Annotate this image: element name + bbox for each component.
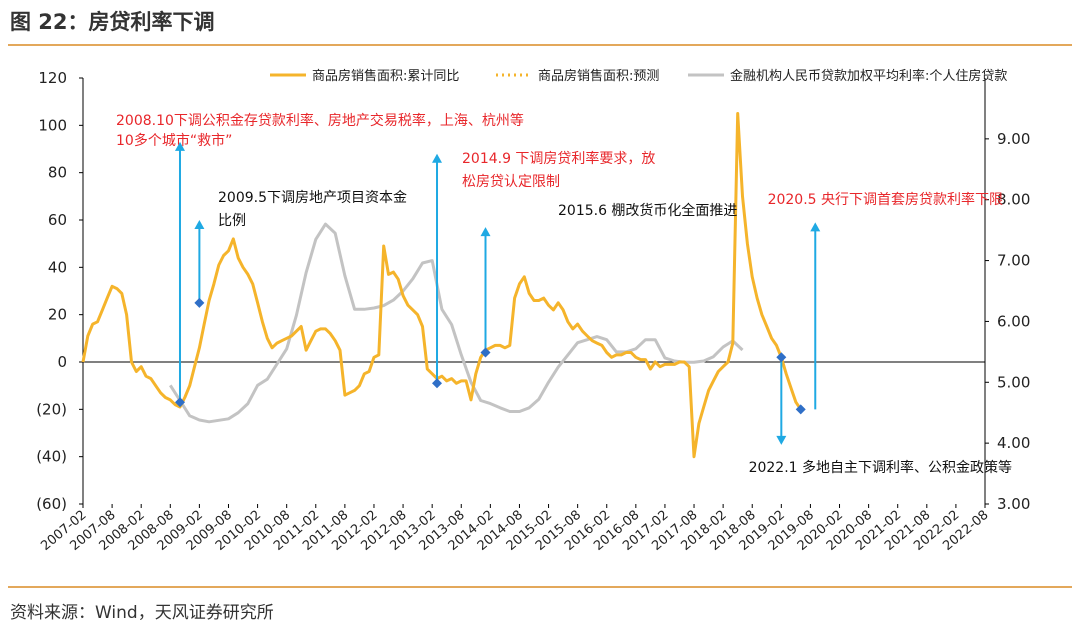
y-left-tick-label: 40 xyxy=(48,258,67,276)
series-line-rate xyxy=(169,222,744,424)
annotation-a2014-line1: 2014.9 下调房贷利率要求，放 xyxy=(462,150,655,167)
housing-loan-rate-chart: 商品房销售面积:累计同比 商品房销售面积:预测 金融机构人民币贷款加权平均利率:… xyxy=(36,68,1030,554)
y-left-tick-label: (20) xyxy=(36,400,67,418)
legend-label-rate: 金融机构人民币贷款加权平均利率:个人住房贷款 xyxy=(730,68,1007,84)
policy-marker xyxy=(194,297,205,308)
y-right-tick-label: 9.00 xyxy=(997,130,1030,148)
policy-arrow-head xyxy=(432,153,443,163)
annotation-a2015: 2015.6 棚改货币化全面推进 xyxy=(558,202,737,219)
annotation-a2009-line1: 2009.5下调房地产项目资本金 xyxy=(218,190,407,206)
y-left-tick-label: (40) xyxy=(36,448,67,466)
y-left-tick-label: 20 xyxy=(48,306,67,324)
y-left-tick-label: 100 xyxy=(38,116,67,134)
chart-legend: 商品房销售面积:累计同比 商品房销售面积:预测 金融机构人民币贷款加权平均利率:… xyxy=(270,68,1007,84)
policy-marker xyxy=(432,378,443,389)
y-right-tick-label: 7.00 xyxy=(997,252,1030,270)
y-right-tick-label: 6.00 xyxy=(997,312,1030,330)
policy-arrow-head xyxy=(174,141,185,151)
legend-label-forecast: 商品房销售面积:预测 xyxy=(538,68,659,84)
annotation-a2022: 2022.1 多地自主下调利率、公积金政策等 xyxy=(749,459,1012,476)
annotation-a2008-line1: 2008.10下调公积金存贷款利率、房地产交易税率，上海、杭州等 xyxy=(116,112,524,129)
y-left-tick-label: 120 xyxy=(38,69,67,87)
annotation-a2009-line2: 比例 xyxy=(218,213,246,229)
y-left-tick-label: 0 xyxy=(57,353,67,371)
policy-marker xyxy=(480,347,491,358)
policy-marker xyxy=(174,397,185,408)
y-left-tick-label: 60 xyxy=(48,211,67,229)
source-rule xyxy=(8,586,1072,588)
y-right-tick-label: 4.00 xyxy=(997,434,1030,452)
y-right-tick-label: 3.00 xyxy=(997,495,1030,513)
policy-arrow-head xyxy=(776,435,787,445)
annotation-a2020: 2020.5 央行下调首套房贷款利率下限 xyxy=(768,191,1003,208)
y-right-tick-label: 5.00 xyxy=(997,373,1030,391)
annotation-a2008-line2: 10多个城市“救市” xyxy=(116,132,232,149)
policy-arrow-head xyxy=(480,227,491,237)
policy-marker xyxy=(776,352,787,363)
policy-annotations: 2008.10下调公积金存贷款利率、房地产交易税率，上海、杭州等 10多个城市“救… xyxy=(116,112,1012,476)
y-left-tick-label: (60) xyxy=(36,495,67,513)
policy-marker xyxy=(795,404,806,415)
legend-label-sales: 商品房销售面积:累计同比 xyxy=(312,68,459,84)
series-sales xyxy=(81,112,802,459)
series-line-sales xyxy=(81,112,802,459)
annotation-a2014-line2: 松房贷认定限制 xyxy=(462,174,560,190)
policy-arrow-head xyxy=(810,222,821,232)
policy-arrows xyxy=(174,141,821,445)
figure-title: 图 22：房贷利率下调 xyxy=(10,10,215,34)
title-rule xyxy=(8,44,1072,46)
series-rate xyxy=(169,222,744,424)
policy-markers xyxy=(174,297,806,415)
y-right-tick-label: 8.00 xyxy=(997,191,1030,209)
y-left-tick-label: 80 xyxy=(48,164,67,182)
source-note: 资料来源：Wind，天风证券研究所 xyxy=(10,603,274,623)
policy-arrow-head xyxy=(194,220,205,229)
